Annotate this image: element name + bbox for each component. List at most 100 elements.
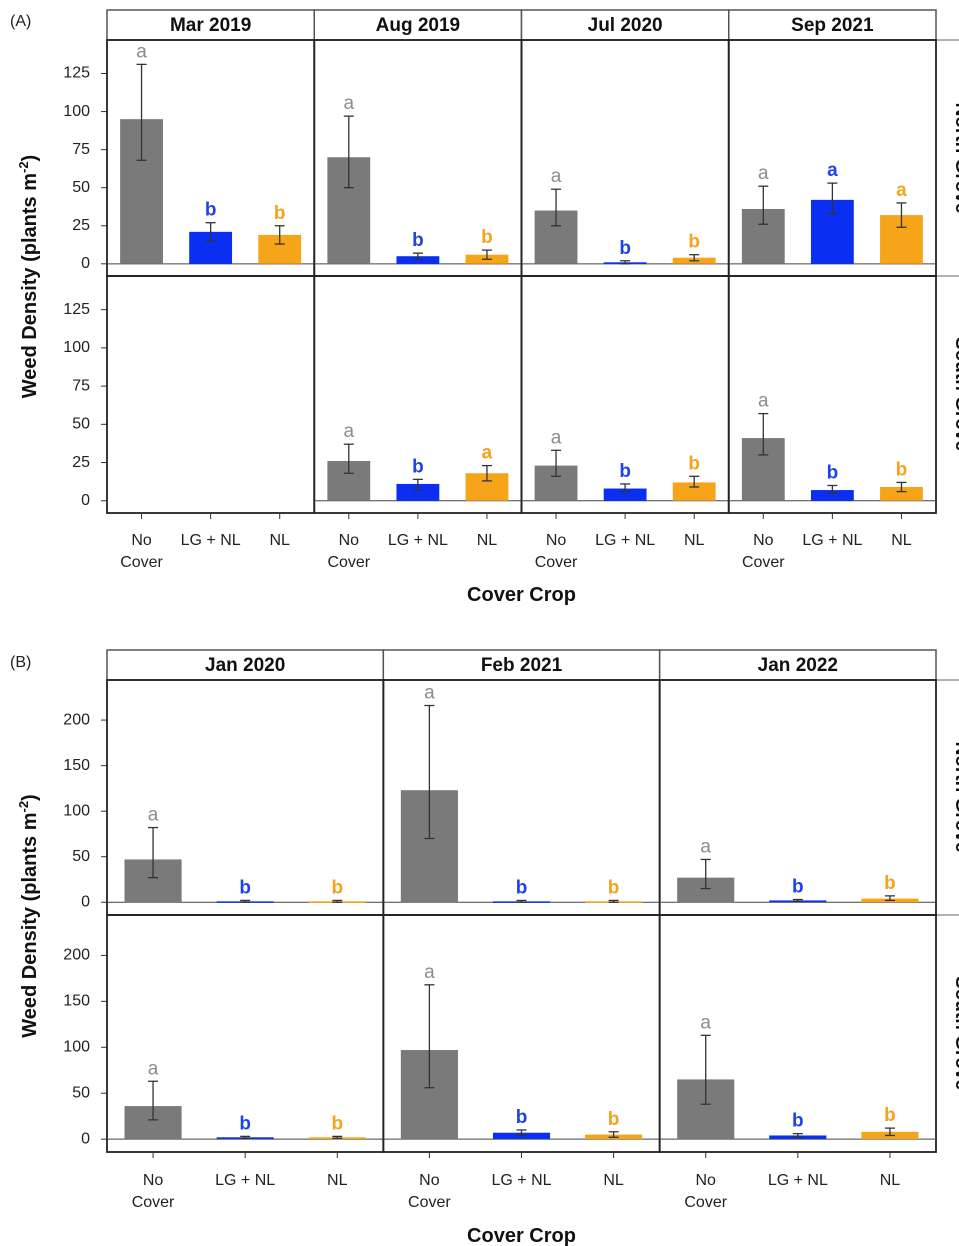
strip-label: Sep 2021	[791, 15, 874, 36]
y-tick-label: 50	[72, 848, 90, 865]
error-bar	[424, 704, 435, 840]
error-bar	[700, 858, 711, 890]
facet-north-grove-feb-2021: a b b	[382, 679, 661, 916]
x-tick-label: NL	[477, 532, 498, 549]
x-tick-label: LG + NL	[802, 532, 862, 549]
facet-north-grove-aug-2019: a b b	[313, 39, 523, 277]
significance-letter: a	[424, 683, 435, 704]
facet-south-grove-jan-2022: a b b	[658, 914, 937, 1153]
significance-letter: b	[884, 1105, 896, 1126]
error-bar	[551, 449, 562, 477]
y-tick-label: 100	[63, 1038, 90, 1055]
y-tick-label: 100	[63, 339, 90, 356]
error-bar	[481, 464, 492, 482]
x-tick-label: NL	[684, 532, 705, 549]
error-bar	[274, 225, 285, 245]
y-tick-label: 150	[63, 757, 90, 774]
error-bar	[700, 1034, 711, 1105]
y-axis-title: Weed Density (plants m-2)	[16, 794, 41, 1037]
facet-north-grove-jan-2022: a b b	[658, 679, 937, 916]
facet-north-grove-sep-2021: a aa	[727, 39, 937, 277]
bar-nl	[672, 482, 716, 501]
error-bar	[412, 478, 423, 491]
significance-letter: b	[516, 877, 528, 898]
y-tick-label: 75	[72, 141, 90, 158]
significance-letter: a	[136, 41, 147, 62]
x-tick-label: NL	[327, 1172, 348, 1189]
strip-label: Feb 2021	[481, 655, 563, 676]
significance-letter: b	[688, 453, 700, 474]
x-tick-label: LG + NL	[768, 1172, 828, 1189]
x-tick-label: LG + NL	[181, 532, 241, 549]
y-tick-label: 0	[81, 255, 90, 272]
panel-label: (A)	[10, 13, 31, 30]
x-tick-label: Cover	[132, 1194, 175, 1211]
error-bar	[884, 1127, 895, 1137]
significance-letter: a	[148, 805, 159, 826]
significance-letter: a	[482, 443, 493, 464]
facet-south-grove-jul-2020: a b b	[520, 275, 730, 514]
significance-letter: a	[700, 836, 711, 857]
error-bar	[792, 898, 803, 902]
x-tick-label: LG + NL	[388, 532, 448, 549]
significance-letter: b	[205, 200, 217, 221]
error-bar	[827, 182, 838, 215]
x-axis-title: Cover Crop	[467, 584, 576, 606]
x-tick-label: No	[419, 1172, 440, 1189]
y-tick-label: 50	[72, 416, 90, 433]
significance-letter: a	[827, 160, 838, 181]
strip-label: Jan 2020	[205, 655, 285, 676]
significance-letter: a	[551, 427, 562, 448]
strip-label: Jul 2020	[588, 15, 663, 36]
x-tick-label: Cover	[408, 1194, 451, 1211]
bar-lg-nl	[810, 490, 854, 501]
significance-letter: a	[896, 180, 907, 201]
error-bar	[620, 483, 631, 493]
error-bar	[148, 1080, 159, 1121]
y-tick-label: 150	[63, 993, 90, 1010]
error-bar	[516, 1129, 527, 1137]
y-tick-label: 25	[72, 217, 90, 234]
x-tick-label: Cover	[327, 554, 370, 571]
significance-letter: b	[481, 227, 493, 248]
x-tick-label: NL	[891, 532, 912, 549]
significance-letter: b	[827, 462, 839, 483]
error-bar	[620, 260, 631, 265]
error-bar	[240, 1135, 251, 1139]
x-tick-label: No	[339, 532, 360, 549]
row-label-north-grove: North Grove	[951, 103, 959, 214]
error-bar	[332, 899, 343, 903]
significance-letter: a	[344, 421, 355, 442]
significance-letter: a	[551, 166, 562, 187]
significance-letter: b	[331, 877, 343, 898]
significance-letter: b	[239, 1113, 251, 1134]
strip-jan-2020	[106, 649, 385, 681]
significance-letter: b	[608, 877, 620, 898]
strip-jan-2022	[658, 649, 937, 681]
x-tick-label: No	[131, 532, 152, 549]
significance-letter: b	[619, 461, 631, 482]
y-tick-label: 100	[63, 802, 90, 819]
significance-letter: b	[274, 203, 286, 224]
row-label-south-grove: South Grove	[951, 976, 959, 1090]
error-bar	[343, 115, 354, 189]
error-bar	[551, 188, 562, 227]
error-bar	[148, 826, 159, 879]
error-bar	[136, 63, 147, 161]
error-bar	[689, 475, 700, 488]
panel-b: (B) Jan 2020 Feb 2021 Jan 2022 North Grove 0 5…	[10, 649, 959, 1246]
significance-letter: a	[344, 93, 355, 114]
y-tick-label: 200	[63, 947, 90, 964]
significance-letter: b	[896, 459, 908, 480]
x-tick-label: Cover	[535, 554, 578, 571]
significance-letter: b	[688, 232, 700, 253]
y-tick-label: 200	[63, 711, 90, 728]
strip-label: Aug 2019	[376, 15, 460, 36]
significance-letter: b	[792, 1111, 804, 1132]
x-tick-label: No	[143, 1172, 164, 1189]
y-tick-label: 0	[81, 893, 90, 910]
bar-lg-nl	[396, 256, 440, 264]
error-bar	[758, 412, 769, 456]
error-bar	[884, 895, 895, 902]
strip-aug-2019	[313, 9, 523, 41]
